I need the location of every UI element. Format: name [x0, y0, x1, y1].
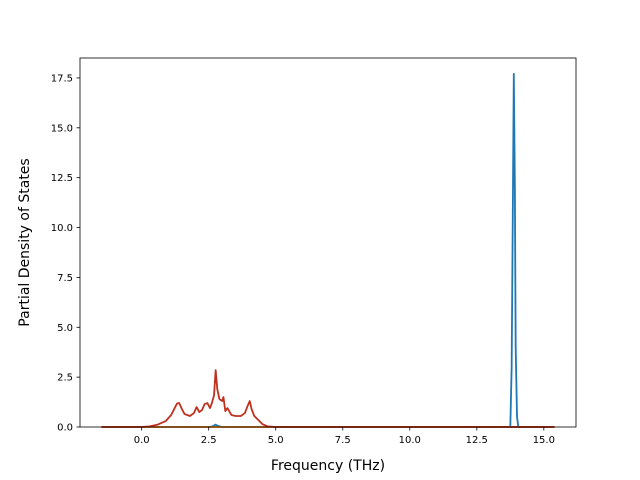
- x-axis-ticks: 0.0 2.5 5.0 7.5 10.0 12.5 15.0: [134, 427, 555, 446]
- y-tick-label: 5.0: [57, 323, 73, 334]
- y-tick-label: 17.5: [51, 73, 73, 84]
- series-line-0: [101, 73, 555, 428]
- x-tick-label: 10.0: [399, 435, 421, 446]
- y-axis-label: Partial Density of States: [17, 158, 33, 326]
- x-axis-label: Frequency (THz): [271, 458, 385, 474]
- x-tick-label: 15.0: [533, 435, 555, 446]
- y-tick-label: 10.0: [51, 223, 73, 234]
- y-tick-label: 0.0: [57, 423, 73, 434]
- y-tick-label: 12.5: [51, 173, 73, 184]
- x-tick-label: 2.5: [201, 435, 217, 446]
- x-tick-label: 12.5: [466, 435, 488, 446]
- plot-frame: [79, 57, 577, 428]
- x-tick-label: 7.5: [335, 435, 351, 446]
- y-axis-ticks: 0.0 2.5 5.0 7.5 10.0 12.5 15.0 17.5: [51, 73, 80, 434]
- y-tick-label: 7.5: [57, 273, 73, 284]
- y-tick-label: 2.5: [57, 373, 73, 384]
- y-tick-label: 15.0: [51, 123, 73, 134]
- x-tick-label: 5.0: [268, 435, 284, 446]
- series-line-2: [101, 369, 555, 428]
- x-tick-label: 0.0: [134, 435, 150, 446]
